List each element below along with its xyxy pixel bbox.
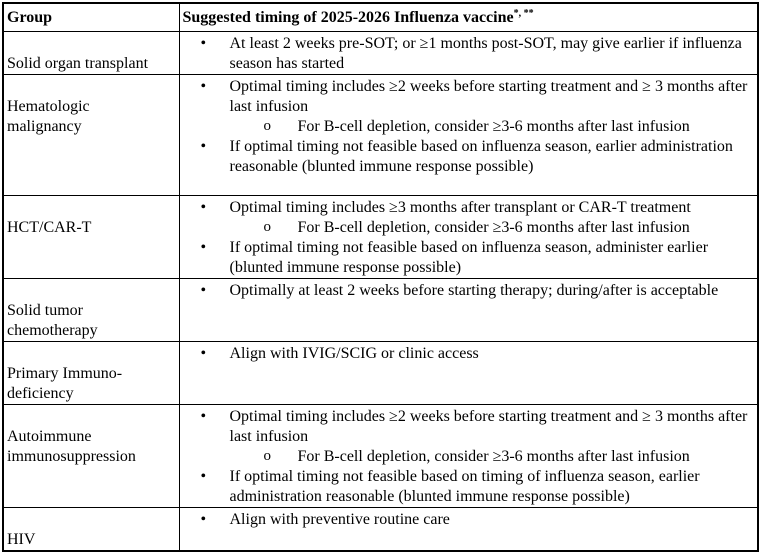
circle-bullet-icon: o bbox=[263, 447, 272, 464]
timing-cell: • Align with preventive routine care bbox=[178, 506, 759, 551]
bullet-icon: • bbox=[200, 238, 207, 256]
bullet-icon: • bbox=[200, 510, 207, 528]
bullet-icon: • bbox=[200, 344, 207, 362]
list-item-text: If optimal timing not feasible based on … bbox=[229, 238, 709, 276]
table-row: HCT/CAR-T • Optimal timing includes ≥3 m… bbox=[2, 194, 759, 279]
group-label: Solid tumor chemotherapy bbox=[7, 301, 98, 339]
table-row: Hematologic malignancy • Optimal timing … bbox=[2, 73, 759, 196]
list-item-text: For B-cell depletion, consider ≥3-6 mont… bbox=[297, 447, 690, 465]
circle-bullet-icon: o bbox=[263, 117, 272, 134]
column-header-group: Group bbox=[2, 2, 180, 32]
list-item: • Optimal timing includes ≥2 weeks befor… bbox=[180, 407, 757, 447]
bullet-icon: • bbox=[200, 467, 207, 485]
list-item-text: For B-cell depletion, consider ≥3-6 mont… bbox=[297, 117, 690, 135]
table-header-row: Group Suggested timing of 2025-2026 Infl… bbox=[2, 2, 759, 32]
group-cell: Solid tumor chemotherapy bbox=[2, 277, 180, 342]
list-item-text: Optimal timing includes ≥3 months after … bbox=[229, 198, 691, 216]
timing-cell: • Align with IVIG/SCIG or clinic access bbox=[178, 340, 759, 405]
list-item: • Optimal timing includes ≥3 months afte… bbox=[180, 198, 757, 218]
list-item-text: If optimal timing not feasible based on … bbox=[229, 467, 700, 505]
column-header-timing-label: Suggested timing of 2025-2026 Influenza … bbox=[182, 9, 514, 26]
group-label: Autoimmune immunosuppression bbox=[7, 427, 136, 465]
list-item-text: Align with IVIG/SCIG or clinic access bbox=[229, 344, 479, 362]
bullet-icon: • bbox=[200, 407, 207, 425]
column-header-timing: Suggested timing of 2025-2026 Influenza … bbox=[178, 2, 759, 32]
table-row: Solid tumor chemotherapy • Optimally at … bbox=[2, 277, 759, 342]
sub-list-item: o For B-cell depletion, consider ≥3-6 mo… bbox=[180, 117, 757, 137]
bullet-icon: • bbox=[200, 77, 207, 95]
column-header-group-label: Group bbox=[7, 9, 53, 26]
table-row: Solid organ transplant • At least 2 week… bbox=[2, 30, 759, 75]
group-label: HIV bbox=[7, 530, 36, 548]
list-item-text: Optimally at least 2 weeks before starti… bbox=[229, 281, 719, 299]
group-cell: Primary Immuno- deficiency bbox=[2, 340, 180, 405]
bullet-icon: • bbox=[200, 198, 207, 216]
group-label: Primary Immuno- deficiency bbox=[7, 364, 123, 402]
list-item-text: If optimal timing not feasible based on … bbox=[229, 137, 733, 175]
list-item: • Align with IVIG/SCIG or clinic access bbox=[180, 344, 757, 364]
list-item: • If optimal timing not feasible based o… bbox=[180, 137, 757, 177]
list-item-text: Align with preventive routine care bbox=[229, 510, 450, 528]
bullet-icon: • bbox=[200, 34, 207, 52]
footnote-superscript: *, ** bbox=[513, 8, 534, 19]
timing-cell: • At least 2 weeks pre-SOT; or ≥1 months… bbox=[178, 30, 759, 75]
group-cell: HCT/CAR-T bbox=[2, 194, 180, 279]
list-item: • Align with preventive routine care bbox=[180, 510, 757, 530]
list-item: • If optimal timing not feasible based o… bbox=[180, 238, 757, 278]
list-item-text: For B-cell depletion, consider ≥3-6 mont… bbox=[297, 218, 690, 236]
list-item: • Optimally at least 2 weeks before star… bbox=[180, 281, 757, 301]
bullet-icon: • bbox=[200, 281, 207, 299]
group-cell: Solid organ transplant bbox=[2, 30, 180, 75]
circle-bullet-icon: o bbox=[263, 218, 272, 235]
timing-cell: • Optimally at least 2 weeks before star… bbox=[178, 277, 759, 342]
list-item: • At least 2 weeks pre-SOT; or ≥1 months… bbox=[180, 34, 757, 74]
list-item: • Optimal timing includes ≥2 weeks befor… bbox=[180, 77, 757, 117]
timing-cell: • Optimal timing includes ≥3 months afte… bbox=[178, 194, 759, 279]
list-item-text: At least 2 weeks pre-SOT; or ≥1 months p… bbox=[229, 34, 742, 72]
list-item: • If optimal timing not feasible based o… bbox=[180, 467, 757, 507]
timing-cell: • Optimal timing includes ≥2 weeks befor… bbox=[178, 403, 759, 508]
group-label: Solid organ transplant bbox=[7, 54, 149, 72]
group-cell: Hematologic malignancy bbox=[2, 73, 180, 196]
group-label: Hematologic malignancy bbox=[7, 97, 90, 135]
list-item-text: Optimal timing includes ≥2 weeks before … bbox=[229, 407, 748, 445]
group-label: HCT/CAR-T bbox=[7, 218, 92, 236]
timing-cell: • Optimal timing includes ≥2 weeks befor… bbox=[178, 73, 759, 196]
group-cell: HIV bbox=[2, 506, 180, 551]
table-row: Primary Immuno- deficiency • Align with … bbox=[2, 340, 759, 405]
sub-list-item: o For B-cell depletion, consider ≥3-6 mo… bbox=[180, 447, 757, 467]
group-cell: Autoimmune immunosuppression bbox=[2, 403, 180, 508]
sub-list-item: o For B-cell depletion, consider ≥3-6 mo… bbox=[180, 218, 757, 238]
table-row: HIV • Align with preventive routine care bbox=[2, 506, 759, 551]
table-row: Autoimmune immunosuppression • Optimal t… bbox=[2, 403, 759, 508]
list-item-text: Optimal timing includes ≥2 weeks before … bbox=[229, 77, 748, 115]
bullet-icon: • bbox=[200, 137, 207, 155]
